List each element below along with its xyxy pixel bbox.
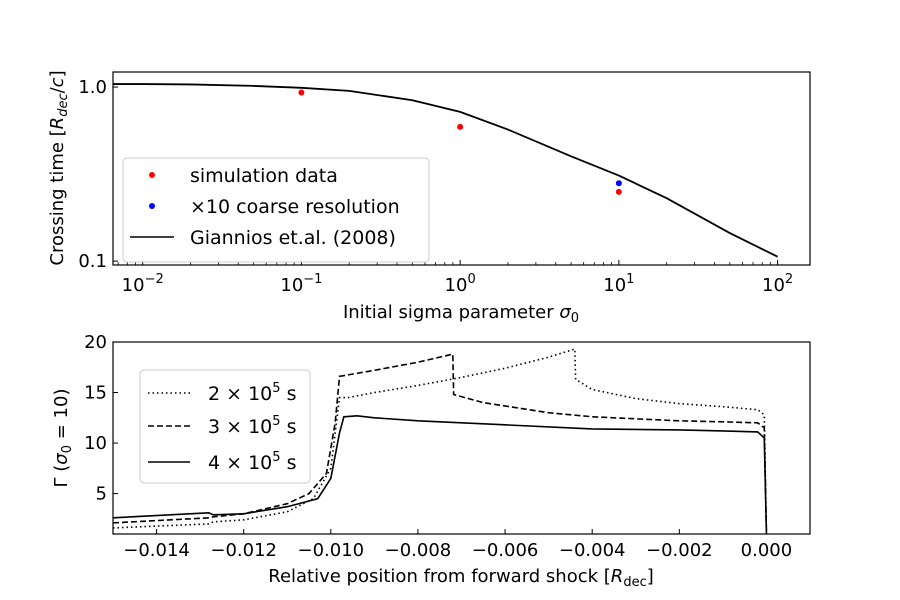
panel2-xtick-label-3: −0.008 bbox=[385, 540, 452, 561]
panel2-frame bbox=[112, 341, 811, 535]
panel1-xtick-label-4: 102 bbox=[762, 272, 793, 296]
panel2-legend-box bbox=[139, 369, 311, 484]
panel2-ytick-label-3: 20 bbox=[84, 332, 107, 353]
panel2-xtick-label-5: −0.004 bbox=[559, 540, 626, 561]
simulation-point-1 bbox=[457, 123, 464, 130]
panel1-xlabel: Initial sigma parameter σ0 bbox=[343, 302, 579, 326]
panel1-xtick-label-2: 100 bbox=[445, 272, 476, 296]
panel-crossing-time: 10−2 10−1 100 101 102 0.1 1.0 Initial sigma p… bbox=[47, 70, 811, 326]
simulation-point-0 bbox=[298, 89, 305, 96]
legend-4e5-coef: 4 bbox=[208, 452, 220, 474]
panel1-ytick-label-0: 0.1 bbox=[78, 251, 107, 272]
panel2-ytick-label-1: 10 bbox=[84, 433, 107, 454]
panel2-ytick-label-0: 5 bbox=[96, 484, 107, 505]
panel1-ytick-label-1: 1.0 bbox=[78, 77, 107, 98]
legend-label-4e5: 4 × 105 s bbox=[208, 450, 297, 474]
legend-label-coarse: ×10 coarse resolution bbox=[190, 196, 400, 218]
legend-3e5-coef: 3 bbox=[208, 416, 220, 438]
legend-label-2e5: 2 × 105 s bbox=[208, 381, 297, 405]
legend-label-simulation: simulation data bbox=[190, 165, 338, 187]
legend-label-giannios: Giannios et.al. (2008) bbox=[190, 227, 396, 249]
panel2-ylabel: Γ (σ0 = 10) bbox=[51, 389, 75, 488]
panel1-ylabel: Crossing time [Rdec/c] bbox=[47, 70, 71, 265]
panel2-xtick-label-0: −0.014 bbox=[123, 540, 190, 561]
panel2-xlabel: Relative position from forward shock [Rd… bbox=[268, 566, 654, 590]
legend-2e5-coef: 2 bbox=[208, 383, 220, 405]
series-line-giannios bbox=[113, 83, 778, 258]
panel1-frame bbox=[112, 71, 811, 266]
legend-label-3e5: 3 × 105 s bbox=[208, 414, 297, 438]
series-line-3e5 bbox=[112, 353, 768, 535]
series-line-4e5 bbox=[112, 414, 768, 535]
panel2-xtick-label-6: −0.002 bbox=[646, 540, 713, 561]
simulation-point-2 bbox=[615, 188, 622, 195]
panel1-legend-box bbox=[122, 157, 430, 263]
panel2-xtick-label-4: −0.006 bbox=[472, 540, 539, 561]
panel2-xtick-label-1: −0.012 bbox=[210, 540, 277, 561]
panel1-xtick-label-3: 101 bbox=[603, 272, 634, 296]
legend-marker-simulation bbox=[149, 172, 155, 178]
panel-lorentz-factor: −0.014 −0.012 −0.010 −0.008 −0.006 −0.004 −0.0… bbox=[51, 332, 811, 590]
panel1-xtick-label-0: 10−2 bbox=[122, 272, 164, 296]
panel1-legend: simulation data ×10 coarse resolution Gi… bbox=[122, 157, 430, 263]
coarse-point-0 bbox=[615, 180, 622, 187]
panel2-ytick-label-2: 15 bbox=[84, 383, 107, 404]
panel2-xtick-label-7: 0.000 bbox=[741, 540, 793, 561]
panel2-xtick-label-2: −0.010 bbox=[298, 540, 365, 561]
legend-marker-coarse bbox=[149, 203, 155, 209]
panel2-legend: 2 × 105 s 3 × 105 s 4 × 105 s bbox=[139, 369, 311, 484]
panel1-xtick-label-1: 10−1 bbox=[280, 272, 322, 296]
